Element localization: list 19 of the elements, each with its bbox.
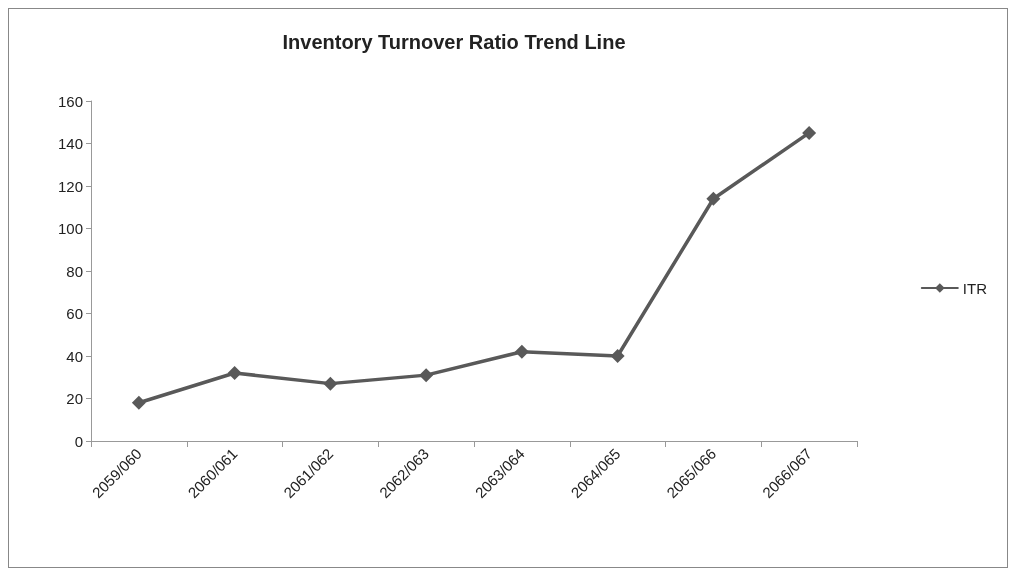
y-tick-label: 100 (57, 220, 83, 237)
y-tick-label: 160 (57, 92, 83, 110)
y-tick-label: 60 (66, 305, 83, 322)
chart-title: Inventory Turnover Ratio Trend Line (282, 31, 626, 53)
point (323, 376, 338, 391)
point (610, 349, 625, 363)
y-tick-label: 40 (66, 347, 83, 365)
y-tick-label: 20 (66, 390, 83, 407)
y-tick-label: 0 (74, 432, 83, 450)
point (802, 125, 817, 140)
y-tick-label: 120 (57, 177, 83, 195)
y-tick-label: 80 (66, 262, 83, 280)
point (514, 344, 529, 359)
point (419, 368, 434, 383)
y-tick-label: 140 (57, 135, 83, 152)
point (706, 191, 721, 206)
legend-label: ITR (962, 279, 988, 297)
point (131, 395, 146, 410)
point (227, 366, 242, 380)
